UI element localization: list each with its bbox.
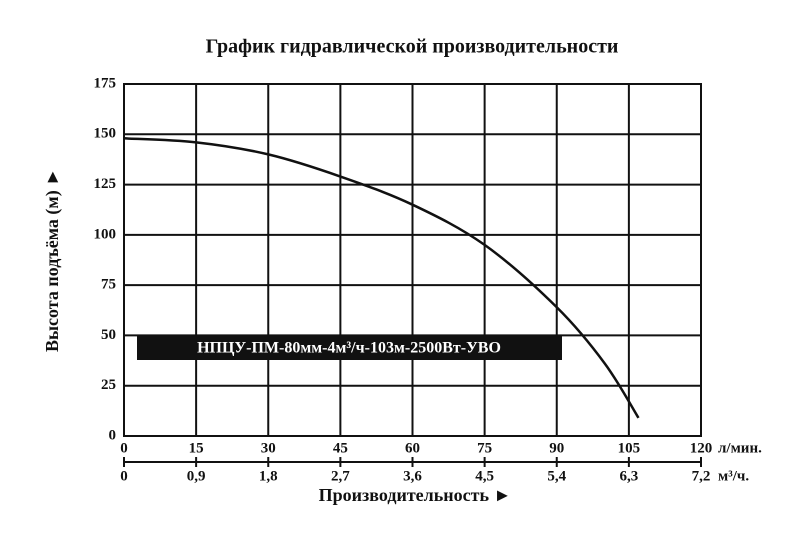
x-tick-label: 60 bbox=[405, 440, 420, 456]
curve bbox=[123, 137, 640, 419]
x2-tick-label: 0 bbox=[120, 468, 128, 484]
y-tick-label: 0 bbox=[109, 427, 117, 443]
y-tick-label: 150 bbox=[94, 126, 117, 142]
x-tick-label: 0 bbox=[120, 440, 128, 456]
x-tick-label: 120 bbox=[690, 440, 713, 456]
y-tick-label: 25 bbox=[101, 377, 116, 393]
x-axis-title: Производительность ► bbox=[319, 485, 512, 505]
x-tick-label: 45 bbox=[333, 440, 348, 456]
x2-tick-label: 7,2 bbox=[692, 468, 711, 484]
x2-tick-label: 6,3 bbox=[620, 468, 639, 484]
x-tick-label: 90 bbox=[549, 440, 564, 456]
y-tick-label: 100 bbox=[94, 226, 117, 242]
x-tick-label: 75 bbox=[477, 440, 492, 456]
chart-title: График гидравлической производительности bbox=[206, 36, 619, 58]
y-tick-label: 175 bbox=[94, 75, 117, 91]
x-unit: л/мин. bbox=[718, 440, 762, 456]
plot-border bbox=[123, 83, 702, 437]
y-tick-label: 125 bbox=[94, 176, 117, 192]
x2-tick-label: 5,4 bbox=[547, 468, 566, 484]
x2-tick-label: 0,9 bbox=[187, 468, 206, 484]
y-tick-label: 50 bbox=[101, 327, 116, 343]
x2-tick-label: 4,5 bbox=[475, 468, 494, 484]
x-tick-label: 15 bbox=[189, 440, 204, 456]
x-tick-label: 105 bbox=[618, 440, 641, 456]
x2-tick-label: 1,8 bbox=[259, 468, 278, 484]
x2-tick-label: 2,7 bbox=[331, 468, 350, 484]
x2-unit: м³/ч. bbox=[718, 468, 749, 484]
y-axis-title: Высота подъёма (м) ► bbox=[42, 168, 63, 352]
legend-label: НПЦУ-ПМ-80мм-4м³/ч-103м-2500Вт-УВО bbox=[197, 340, 501, 357]
legend-box bbox=[137, 336, 562, 360]
x2-tick-label: 3,6 bbox=[403, 468, 422, 484]
y-tick-label: 75 bbox=[101, 277, 116, 293]
x-tick-label: 30 bbox=[261, 440, 276, 456]
